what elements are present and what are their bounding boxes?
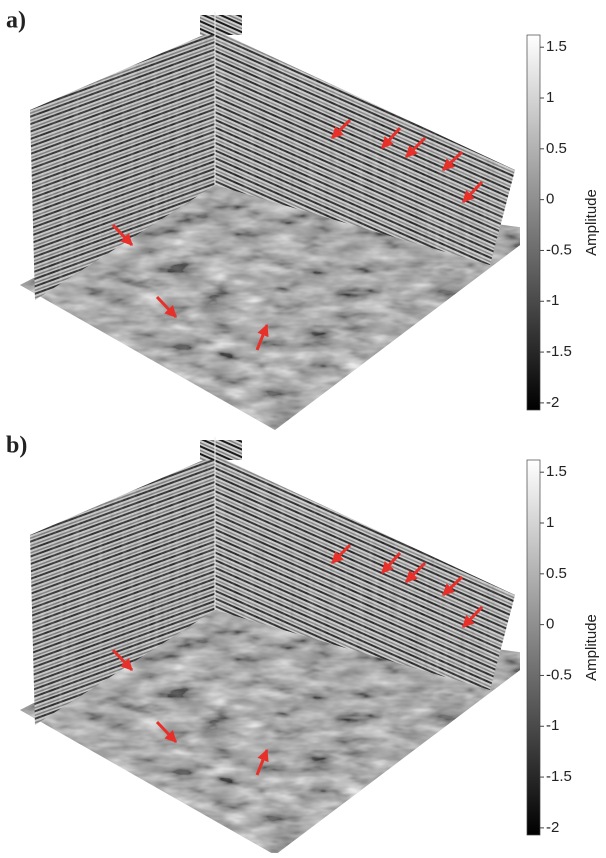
colorbar-tick-label: -1.5 [546, 768, 572, 785]
colorbar-title: Amplitude [583, 614, 600, 681]
colorbar [526, 459, 541, 836]
colorbar-tick-label: -0.5 [546, 666, 572, 683]
colorbar-tick-label: -1 [546, 717, 559, 734]
colorbar-tick-label: 1 [546, 514, 554, 531]
panel-label: b) [6, 433, 27, 459]
panel-label: a) [6, 8, 26, 34]
colorbar-tick-label: 1 [546, 89, 554, 106]
colorbar-tick-label: 0.5 [546, 140, 567, 157]
colorbar-tick-label: -0.5 [546, 241, 572, 258]
colorbar-tick-label: -2 [546, 394, 559, 411]
colorbar-tick-label: 0 [546, 191, 554, 208]
colorbar-tick-label: -1 [546, 292, 559, 309]
colorbar [526, 34, 541, 411]
colorbar-tick-label: -2 [546, 819, 559, 836]
colorbar-title: Amplitude [583, 189, 600, 256]
colorbar-tick-label: 1.5 [546, 463, 567, 480]
cube-a [20, 12, 540, 430]
colorbar-tick-label: 0 [546, 616, 554, 633]
colorbars: a) 1.5 1 0.5 0 -0.5 -1 -1.5 -2 Amplitude b) 1.5 1 0.5… [6, 8, 600, 836]
colorbar-tick-label: 0.5 [546, 565, 567, 582]
colorbar-tick-label: 1.5 [546, 38, 567, 55]
colorbar-tick-label: -1.5 [546, 343, 572, 360]
cube-b [20, 437, 540, 853]
